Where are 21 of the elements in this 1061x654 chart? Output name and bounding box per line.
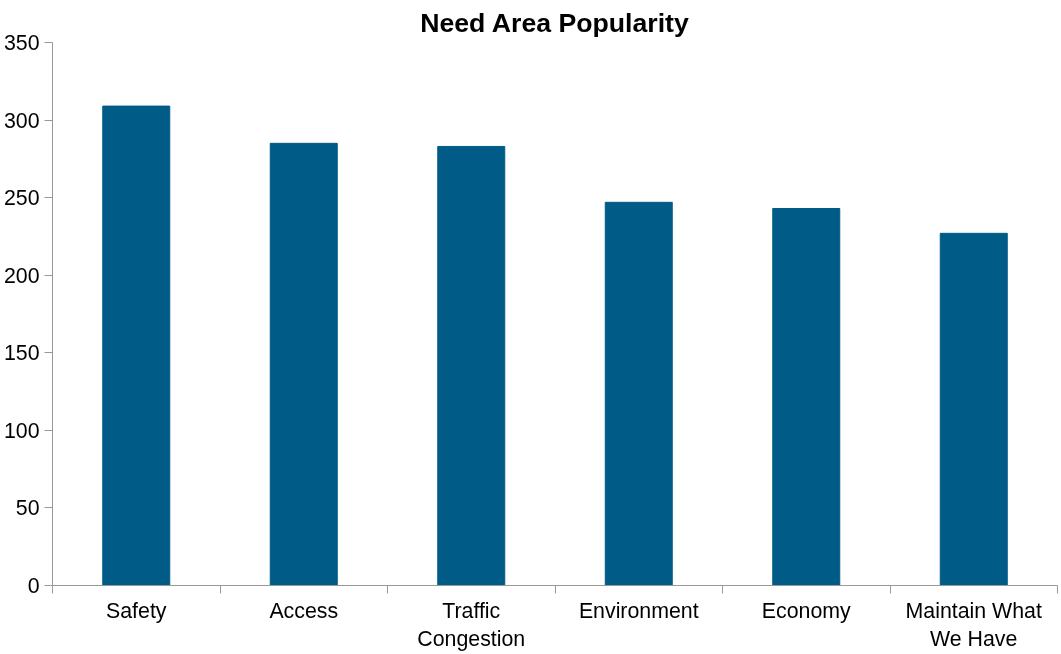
chart-title: Need Area Popularity <box>420 7 689 38</box>
bar <box>437 145 506 586</box>
y-tick-label: 300 <box>3 108 40 133</box>
y-tick-label: 0 <box>27 574 40 598</box>
x-tick-label: Traffic Congestion <box>417 598 526 652</box>
x-tick-label: Environment <box>578 598 699 623</box>
bar <box>269 142 338 586</box>
bar <box>102 105 171 586</box>
bar <box>772 208 841 586</box>
x-tick-label: Access <box>269 598 339 623</box>
x-tick-label: Safety <box>106 598 167 623</box>
bar <box>604 201 673 586</box>
y-tick-label: 150 <box>3 341 40 366</box>
bar <box>939 232 1008 586</box>
y-tick-label: 200 <box>3 263 40 288</box>
x-tick-label: Economy <box>761 598 852 623</box>
y-tick-label: 100 <box>3 418 40 443</box>
y-tick-label: 50 <box>15 496 40 521</box>
x-tick-label: Maintain What We Have <box>905 598 1042 652</box>
y-tick-label: 350 <box>3 31 40 55</box>
y-tick-label: 250 <box>3 186 40 211</box>
